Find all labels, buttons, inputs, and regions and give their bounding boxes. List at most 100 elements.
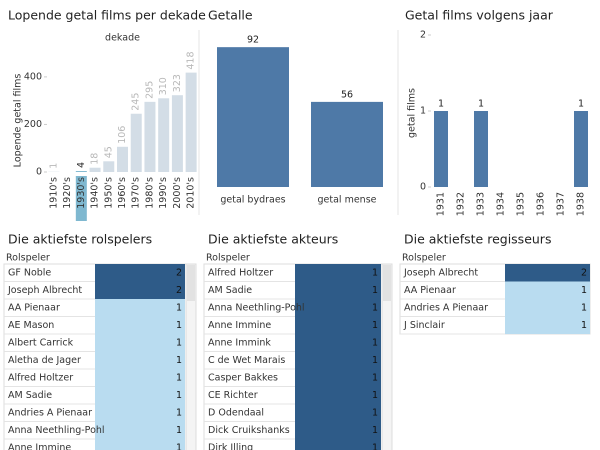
value-label: 4 (76, 162, 87, 168)
value-cell (505, 316, 590, 334)
bar (103, 161, 115, 172)
row-value: 1 (372, 285, 378, 296)
value-cell (95, 334, 185, 352)
row-value: 1 (372, 390, 378, 401)
value-cell (95, 264, 185, 282)
bar (311, 101, 383, 187)
value-label: 18 (90, 153, 101, 165)
x-tick-label: 1938 (576, 192, 587, 216)
value-cell (95, 316, 185, 334)
table-header: Rolspeler (206, 253, 250, 264)
row-name: Dick Cruikshanks (208, 425, 290, 436)
value-cell (295, 299, 381, 317)
scrollbar-thumb (383, 265, 391, 301)
x-tick-label: 1950's (103, 177, 114, 209)
y-tick-label: 1 (420, 106, 426, 117)
row-name: AA Pienaar (8, 302, 60, 313)
x-tick-label: 1932 (456, 192, 467, 216)
value-label: 418 (186, 51, 197, 69)
row-value: 1 (372, 407, 378, 418)
x-tick-label: 1937 (556, 192, 567, 216)
row-value: 1 (372, 355, 378, 366)
value-cell (95, 281, 185, 299)
selection-highlight (75, 176, 87, 221)
value-label: 45 (103, 146, 114, 158)
chart-title: Getalle (208, 8, 253, 23)
row-name: Joseph Albrecht (7, 285, 82, 296)
value-label: 1 (438, 99, 444, 110)
y-tick-label: 2 (420, 30, 426, 41)
x-tick-label: 1936 (536, 192, 547, 216)
x-tick-label: 1940's (90, 177, 101, 209)
bar (474, 111, 488, 187)
row-value: 1 (372, 302, 378, 313)
row-value: 1 (176, 372, 182, 383)
value-label: 1 (578, 99, 584, 110)
x-tick-label: 1934 (496, 192, 507, 216)
value-cell (95, 404, 185, 422)
x-tick-label: 2000's (172, 177, 183, 209)
bar (434, 111, 448, 187)
table-title: Die aktiefste akteurs (208, 232, 338, 247)
x-tick-label: 1980's (144, 177, 155, 209)
row-value: 1 (176, 407, 182, 418)
bar (89, 167, 101, 172)
row-name: Casper Bakkes (208, 372, 278, 383)
row-name: D Odendaal (208, 407, 264, 418)
bar (574, 111, 588, 187)
row-name: Alfred Holtzer (208, 267, 273, 278)
bar (117, 146, 128, 172)
x-tick-label: 1933 (476, 192, 487, 216)
x-tick-label: 1910's (48, 177, 59, 209)
x-tick-label: getal bydraes (220, 195, 285, 206)
row-value: 1 (176, 320, 182, 331)
scrollbar-thumb (187, 265, 195, 301)
scrollbar (185, 263, 197, 450)
value-cell (95, 299, 185, 317)
y-axis-label: Lopende getal films (13, 74, 24, 168)
value-cell (95, 421, 185, 439)
table-title: Die aktiefste rolspelers (8, 232, 152, 247)
bar (75, 171, 87, 172)
bar (158, 98, 170, 172)
row-name: Dirk Illing (208, 442, 253, 450)
row-name: Aletha de Jager (8, 355, 81, 366)
table-header: Rolspeler (6, 253, 50, 264)
row-name: AM Sadie (8, 390, 52, 401)
row-value: 1 (372, 425, 378, 436)
x-axis-label: dekade (105, 33, 140, 44)
x-tick-label: 1931 (436, 192, 447, 216)
bar (185, 72, 197, 172)
value-cell (95, 439, 185, 450)
row-value: 1 (372, 442, 378, 450)
row-value: 1 (176, 442, 182, 450)
value-cell (295, 264, 381, 282)
y-axis-label: getal films (407, 88, 418, 138)
y-tick-label: 200 (24, 119, 42, 130)
row-value: 1 (372, 372, 378, 383)
row-name: AA Pienaar (404, 285, 456, 296)
x-tick-label: 2010's (186, 177, 197, 209)
value-label: 323 (172, 74, 183, 92)
row-name: Anna Neethling-Pohl (208, 302, 305, 313)
row-name: J Sinclair (403, 320, 445, 331)
value-cell (295, 369, 381, 387)
row-name: Anne Immine (8, 442, 71, 450)
value-label: 245 (131, 93, 142, 111)
value-cell (295, 334, 381, 352)
value-label: 92 (247, 35, 259, 46)
row-name: Alfred Holtzer (8, 372, 73, 383)
value-cell (505, 299, 590, 317)
row-name: GF Noble (8, 267, 51, 278)
row-value: 1 (581, 285, 587, 296)
row-value: 1 (176, 390, 182, 401)
value-label: 1 (48, 163, 59, 169)
x-tick-label: 1935 (516, 192, 527, 216)
row-value: 2 (176, 267, 182, 278)
value-cell (295, 439, 381, 450)
row-value: 1 (372, 267, 378, 278)
row-value: 1 (581, 320, 587, 331)
row-name: CE Richter (208, 390, 258, 401)
x-tick-label: 1990's (158, 177, 169, 209)
value-cell (95, 386, 185, 404)
